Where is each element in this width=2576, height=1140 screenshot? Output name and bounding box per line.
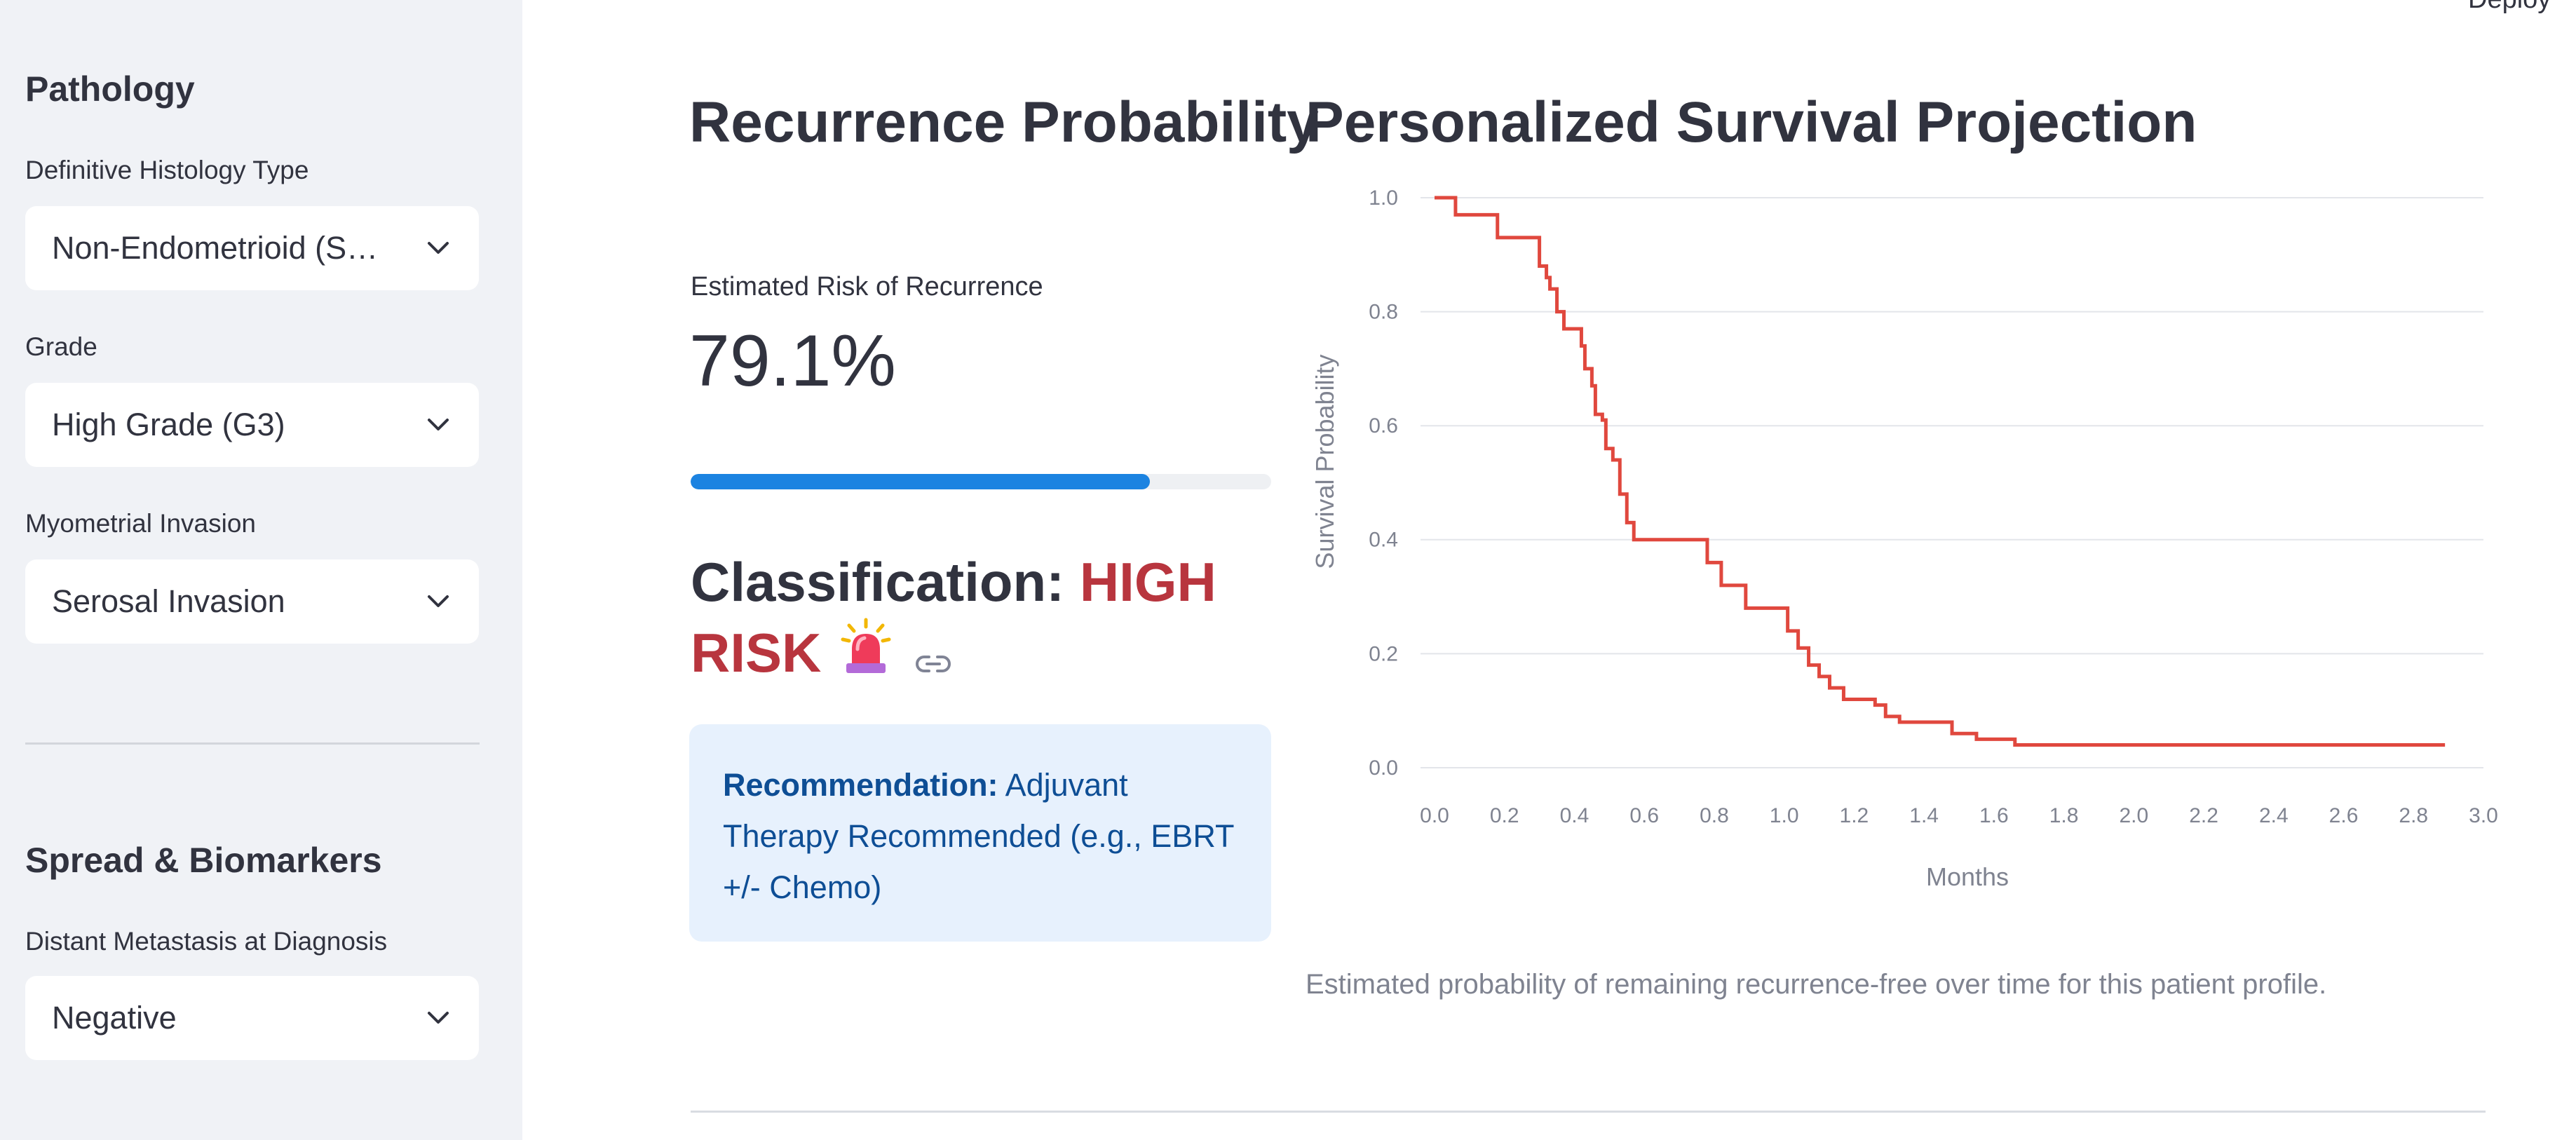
risk-progress-fill xyxy=(691,474,1150,489)
x-tick-label: 2.6 xyxy=(2329,804,2359,827)
x-tick-label: 1.6 xyxy=(1979,804,2009,827)
link-icon[interactable] xyxy=(915,620,951,691)
metric-value: 79.1% xyxy=(689,320,896,402)
siren-icon xyxy=(841,617,891,692)
recurrence-title: Recurrence Probability xyxy=(689,90,1319,154)
y-tick-label: 0.4 xyxy=(1369,529,1398,552)
grade-select[interactable]: High Grade (G3) xyxy=(25,383,479,467)
x-tick-label: 0.4 xyxy=(1560,804,1589,827)
recommendation-label: Recommendation: xyxy=(723,767,998,803)
survival-line xyxy=(1435,196,2446,747)
x-tick-label: 2.0 xyxy=(2119,804,2148,827)
survival-title: Personalized Survival Projection xyxy=(1306,90,2197,154)
chevron-down-icon xyxy=(424,234,452,262)
y-tick-label: 0.8 xyxy=(1369,301,1398,324)
classification-heading: Classification: HIGH RISK xyxy=(691,547,1280,692)
grade-value: High Grade (G3) xyxy=(52,407,285,442)
y-axis-title: Survival Probability xyxy=(1310,354,1339,569)
recommendation-alert: Recommendation: Adjuvant Therapy Recomme… xyxy=(689,724,1271,942)
recommendation-text: Adjuvant Therapy Recommended (e.g., EBRT… xyxy=(723,767,1234,905)
section-divider xyxy=(691,1111,2486,1113)
risk-progress-bar xyxy=(691,474,1271,489)
classification-prefix: Classification: xyxy=(691,551,1080,613)
myometrial-value: Serosal Invasion xyxy=(52,583,285,619)
metric-label: Estimated Risk of Recurrence xyxy=(691,272,1043,301)
x-tick-label: 2.8 xyxy=(2399,804,2428,827)
spread-heading: Spread & Biomarkers xyxy=(25,841,382,880)
sidebar-divider xyxy=(25,742,480,745)
y-tick-label: 0.6 xyxy=(1369,414,1398,437)
x-tick-label: 0.2 xyxy=(1490,804,1519,827)
x-tick-label: 1.2 xyxy=(1840,804,1869,827)
x-tick-label: 3.0 xyxy=(2469,804,2497,827)
x-axis-title: Months xyxy=(1926,862,2009,891)
histology-select[interactable]: Non-Endometrioid (S… xyxy=(25,206,479,290)
survival-chart: 0.0 0.2 0.4 0.6 0.8 1.0 0.0 0.2 0.4 0.6 0.8 1.0 1.2 1… xyxy=(1310,186,2497,891)
distant-label: Distant Metastasis at Diagnosis xyxy=(25,927,388,956)
x-tick-label: 0.0 xyxy=(1420,804,1449,827)
x-tick-label: 2.2 xyxy=(2189,804,2218,827)
chevron-down-icon xyxy=(424,411,452,439)
y-tick-label: 1.0 xyxy=(1369,186,1398,210)
deploy-button[interactable]: Deploy xyxy=(2468,0,2551,15)
grade-label: Grade xyxy=(25,332,97,361)
histology-value: Non-Endometrioid (S… xyxy=(52,230,379,266)
myometrial-select[interactable]: Serosal Invasion xyxy=(25,559,479,644)
sidebar: Pathology Definitive Histology Type Non-… xyxy=(0,0,522,1140)
x-tick-label: 2.4 xyxy=(2259,804,2289,827)
x-tick-label: 1.8 xyxy=(2049,804,2079,827)
histology-label: Definitive Histology Type xyxy=(25,156,309,184)
y-tick-label: 0.2 xyxy=(1369,642,1398,665)
x-tick-label: 1.0 xyxy=(1770,804,1799,827)
pathology-heading: Pathology xyxy=(25,69,195,109)
chevron-down-icon xyxy=(424,1004,452,1032)
x-tick-label: 0.8 xyxy=(1700,804,1729,827)
distant-value: Negative xyxy=(52,1000,177,1036)
x-tick-label: 0.6 xyxy=(1629,804,1659,827)
chevron-down-icon xyxy=(424,588,452,616)
classification-value: HIGH RISK xyxy=(691,551,1216,684)
y-tick-label: 0.0 xyxy=(1369,756,1398,780)
chart-caption: Estimated probability of remaining recur… xyxy=(1306,969,2327,1000)
x-tick-label: 1.4 xyxy=(1909,804,1939,827)
myometrial-label: Myometrial Invasion xyxy=(25,509,257,538)
distant-select[interactable]: Negative xyxy=(25,976,479,1060)
